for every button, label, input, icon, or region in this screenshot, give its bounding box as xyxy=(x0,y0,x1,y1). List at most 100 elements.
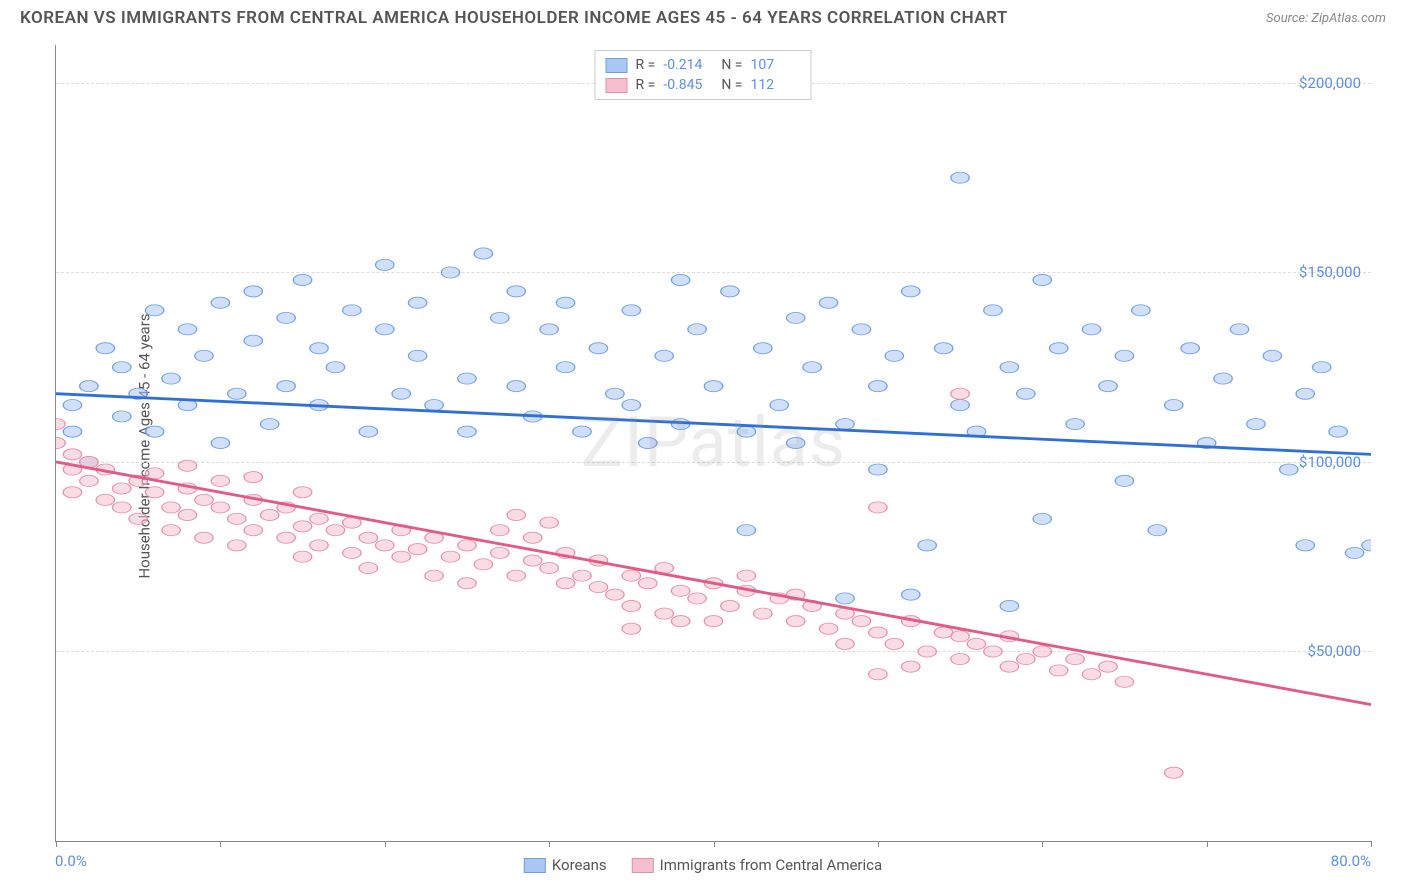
data-point xyxy=(1263,350,1281,361)
data-point xyxy=(1165,400,1183,411)
data-point xyxy=(1312,362,1330,373)
data-point xyxy=(260,509,278,520)
data-point xyxy=(145,305,163,316)
data-point xyxy=(343,305,361,316)
data-point xyxy=(195,350,213,361)
data-point xyxy=(277,312,295,323)
legend-swatch-series2 xyxy=(632,858,654,873)
data-point xyxy=(540,563,558,574)
data-point xyxy=(178,509,196,520)
data-point xyxy=(1181,343,1199,354)
data-point xyxy=(277,532,295,543)
data-point xyxy=(376,324,394,335)
data-point xyxy=(162,525,180,536)
data-point xyxy=(671,274,689,285)
data-point xyxy=(56,418,65,429)
n-label: N = xyxy=(721,57,742,73)
data-point xyxy=(951,653,969,664)
data-point xyxy=(491,547,509,558)
data-point xyxy=(786,437,804,448)
data-point xyxy=(606,388,624,399)
data-point xyxy=(1066,653,1084,664)
data-point xyxy=(1033,513,1051,524)
data-point xyxy=(1296,540,1314,551)
data-point xyxy=(1132,305,1150,316)
data-point xyxy=(211,297,229,308)
series-legend: Koreans Immigrants from Central America xyxy=(524,856,882,874)
data-point xyxy=(556,578,574,589)
data-point xyxy=(359,426,377,437)
swatch-series2 xyxy=(606,78,628,93)
x-tick xyxy=(1207,841,1208,847)
data-point xyxy=(836,418,854,429)
data-point xyxy=(1362,540,1371,551)
title-bar: KOREAN VS IMMIGRANTS FROM CENTRAL AMERIC… xyxy=(20,8,1386,28)
data-point xyxy=(507,570,525,581)
data-point xyxy=(113,362,131,373)
data-point xyxy=(507,381,525,392)
data-point xyxy=(573,426,591,437)
data-point xyxy=(458,578,476,589)
correlation-stats-legend: R = -0.214 N = 107 R = -0.845 N = 112 xyxy=(595,50,812,100)
data-point xyxy=(408,297,426,308)
data-point xyxy=(622,570,640,581)
data-point xyxy=(573,570,591,581)
data-point xyxy=(145,426,163,437)
data-point xyxy=(113,411,131,422)
data-point xyxy=(277,381,295,392)
data-point xyxy=(1000,661,1018,672)
data-point xyxy=(293,521,311,532)
data-point xyxy=(984,646,1002,657)
data-point xyxy=(211,502,229,513)
data-point xyxy=(228,513,246,524)
data-point xyxy=(507,286,525,297)
data-point xyxy=(392,551,410,562)
r-label: R = xyxy=(636,57,656,73)
data-point xyxy=(408,350,426,361)
data-point xyxy=(63,400,81,411)
x-tick xyxy=(385,841,386,847)
data-point xyxy=(1017,388,1035,399)
data-point xyxy=(704,381,722,392)
data-point xyxy=(622,623,640,634)
data-point xyxy=(441,551,459,562)
data-point xyxy=(244,286,262,297)
data-point xyxy=(113,502,131,513)
data-point xyxy=(770,400,788,411)
data-point xyxy=(606,589,624,600)
data-point xyxy=(1000,362,1018,373)
source-attribution: Source: ZipAtlas.com xyxy=(1266,11,1386,26)
data-point xyxy=(918,646,936,657)
data-point xyxy=(737,570,755,581)
data-point xyxy=(129,513,147,524)
data-point xyxy=(721,600,739,611)
data-point xyxy=(655,350,673,361)
data-point xyxy=(819,623,837,634)
data-point xyxy=(754,343,772,354)
legend-item-series1: Koreans xyxy=(524,856,607,874)
data-point xyxy=(1033,646,1051,657)
data-point xyxy=(885,638,903,649)
data-point xyxy=(1329,426,1347,437)
data-point xyxy=(293,487,311,498)
data-point xyxy=(869,502,887,513)
data-point xyxy=(1230,324,1248,335)
data-point xyxy=(310,343,328,354)
stats-row-series1: R = -0.214 N = 107 xyxy=(606,55,801,75)
chart-title: KOREAN VS IMMIGRANTS FROM CENTRAL AMERIC… xyxy=(20,8,1008,28)
data-point xyxy=(885,350,903,361)
data-point xyxy=(244,472,262,483)
data-point xyxy=(96,494,114,505)
data-point xyxy=(195,494,213,505)
data-point xyxy=(343,547,361,558)
data-point xyxy=(934,627,952,638)
data-point xyxy=(63,449,81,460)
data-point xyxy=(195,532,213,543)
r-value-series2: -0.845 xyxy=(663,77,713,93)
data-point xyxy=(869,627,887,638)
data-point xyxy=(869,381,887,392)
data-point xyxy=(211,437,229,448)
data-point xyxy=(556,362,574,373)
data-point xyxy=(836,638,854,649)
data-point xyxy=(178,324,196,335)
